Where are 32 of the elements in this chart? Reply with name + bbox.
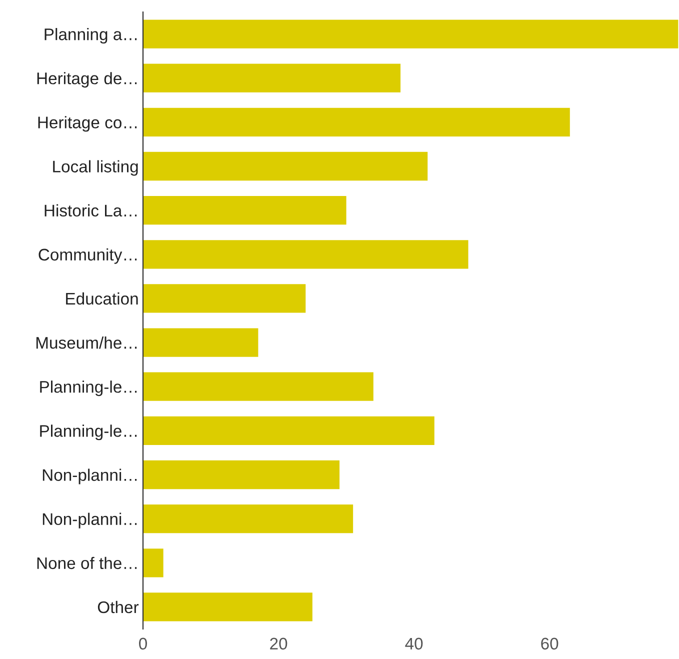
y-tick-label: Museum/he…: [36, 336, 137, 349]
y-tick-label: Other: [98, 600, 139, 614]
x-tick-label: 40: [405, 638, 423, 650]
y-tick-label: Education: [66, 292, 138, 305]
y-tick-label: None of the…: [37, 556, 137, 570]
y-tick-label: Community…: [38, 248, 137, 264]
y-tick-label: Planning-le…: [40, 424, 137, 440]
bar: [143, 152, 428, 181]
bar: [143, 284, 306, 313]
x-tick-label: 20: [270, 638, 288, 650]
x-tick-label: 60: [541, 638, 558, 650]
y-tick-label: Planning a…: [44, 28, 137, 44]
y-tick-label: Non-planni…: [42, 512, 137, 528]
y-tick-label: Local listing: [53, 160, 138, 176]
bar: [143, 240, 468, 269]
y-tick-label: Planning-le…: [40, 380, 137, 396]
bar: [143, 592, 312, 622]
bar: [143, 64, 400, 92]
bar: [143, 108, 570, 136]
y-tick-label: Heritage co…: [38, 116, 137, 132]
x-tick-label: 0: [139, 638, 147, 650]
y-tick-label: Non-planni…: [42, 468, 137, 484]
bar: [143, 20, 678, 48]
bar: [143, 460, 340, 490]
bar: [143, 196, 346, 225]
bar: [143, 328, 258, 357]
bar: [143, 504, 354, 534]
y-tick-label: Heritage de…: [37, 72, 137, 88]
bar: [143, 548, 164, 578]
bar: [143, 372, 374, 401]
bar: [143, 416, 434, 445]
y-tick-label: Historic La…: [44, 204, 137, 217]
